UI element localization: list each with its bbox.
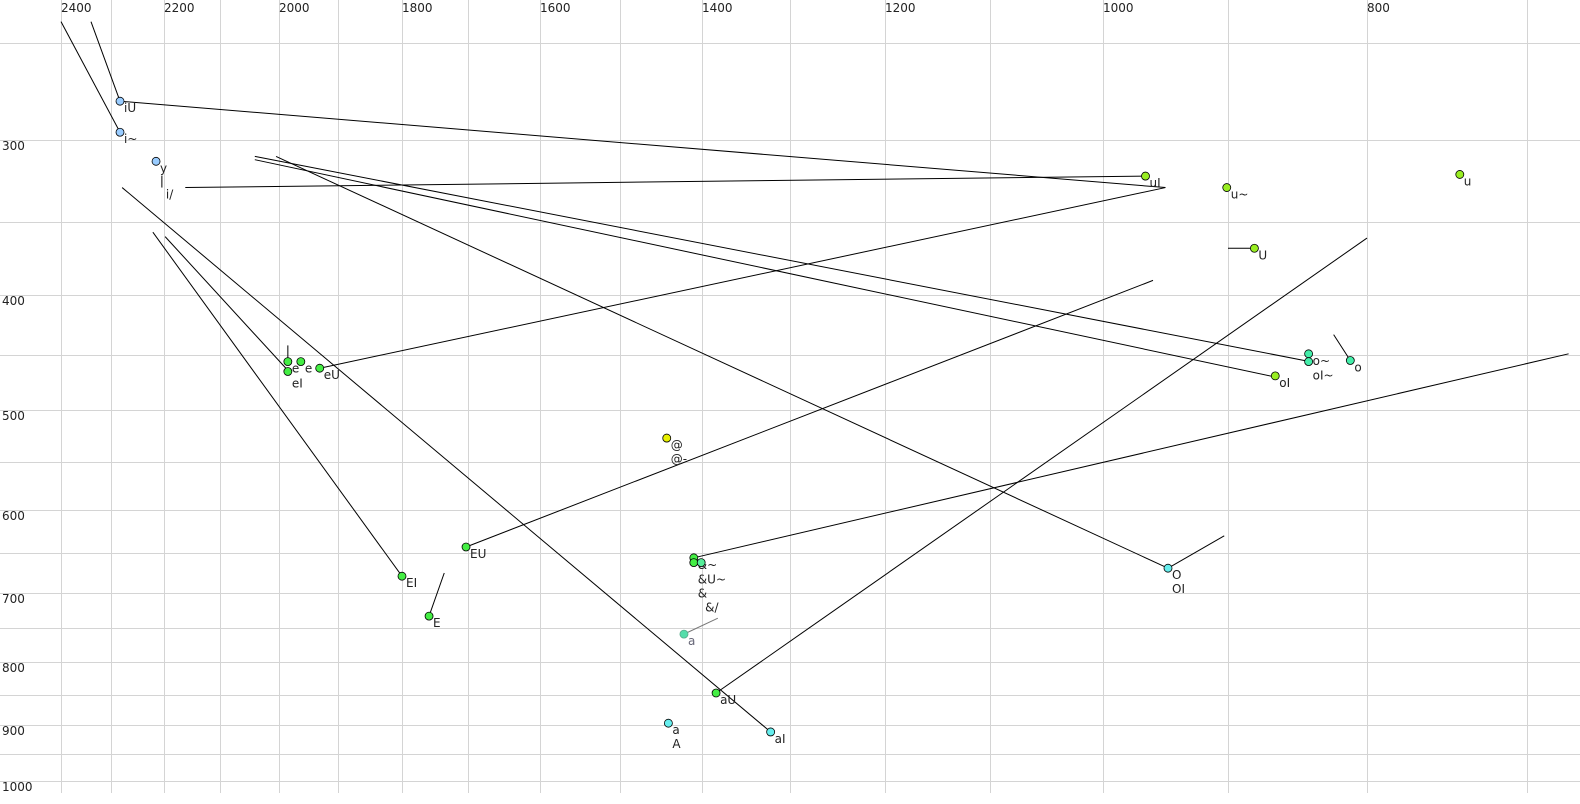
point-label: @	[671, 438, 683, 452]
trajectory-line	[90, 21, 121, 102]
point-label: &U~	[698, 573, 726, 587]
trajectory-line	[185, 175, 1146, 189]
trajectory-line	[319, 187, 1166, 369]
point-label: OI	[1172, 582, 1185, 596]
data-point	[1141, 171, 1150, 181]
data-point	[283, 357, 293, 367]
trajectory-line	[254, 159, 1276, 378]
y-tick-label: 600	[2, 509, 25, 523]
point-label: a	[688, 634, 695, 648]
point-label: O	[1172, 568, 1181, 582]
y-tick-label: 400	[2, 294, 25, 308]
trajectory-line	[715, 237, 1368, 694]
point-label: &/	[705, 601, 719, 615]
trajectory-line	[1333, 334, 1351, 361]
data-point	[1304, 357, 1314, 367]
trajectory-line	[1167, 535, 1225, 569]
point-label: @-	[671, 452, 687, 466]
data-point	[679, 629, 689, 639]
point-label: iU	[124, 101, 136, 115]
data-point	[766, 727, 776, 737]
data-point	[689, 558, 699, 567]
data-point	[424, 611, 434, 621]
trajectory-line	[465, 279, 1154, 548]
point-label: aU	[720, 693, 736, 707]
data-point	[1455, 170, 1465, 179]
point-label: y	[160, 161, 167, 175]
point-label: uI	[1150, 176, 1161, 190]
y-tick-label: 300	[2, 139, 25, 153]
point-label: U	[1258, 248, 1267, 262]
trajectory-line	[254, 155, 1311, 363]
y-tick-label: 900	[2, 724, 25, 738]
point-label: EU	[470, 547, 486, 561]
data-point	[1304, 349, 1314, 359]
point-label: &	[698, 587, 707, 601]
trajectory-line	[152, 231, 403, 577]
data-point	[296, 357, 306, 367]
trajectory-line	[275, 155, 1169, 569]
y-tick-label: 700	[2, 592, 25, 606]
trajectory-line	[119, 100, 1166, 189]
point-label: u	[1464, 174, 1472, 188]
data-point	[1345, 356, 1355, 365]
point-label: i/	[166, 188, 174, 202]
point-label: eI	[292, 377, 303, 391]
x-tick-label: 1000	[1103, 1, 1134, 15]
point-label: aI	[775, 732, 786, 746]
data-point	[115, 96, 125, 106]
point-label: oI~	[1313, 369, 1334, 383]
point-label: i~	[124, 132, 137, 146]
trajectory-line	[164, 236, 289, 371]
trajectory-line	[428, 572, 445, 617]
x-tick-label: 1200	[885, 1, 916, 15]
trajectory-line	[693, 353, 1569, 559]
x-tick-label: 1800	[402, 1, 433, 15]
trajectory-line	[121, 187, 771, 733]
x-tick-label: 2400	[61, 1, 92, 15]
data-point	[1163, 563, 1173, 573]
point-label: a	[672, 723, 679, 737]
data-point	[461, 542, 471, 552]
data-point	[1250, 243, 1259, 253]
point-label: e	[292, 362, 299, 376]
y-tick-label: 800	[2, 661, 25, 675]
point-label: oI	[1279, 376, 1290, 390]
point-label: o	[1354, 361, 1361, 375]
data-point	[1222, 183, 1232, 192]
x-tick-label: 2200	[164, 1, 195, 15]
x-axis-tick-labels: 2400 2200 2000 1800 1600 1400 1200 1000 800	[61, 1, 1390, 15]
data-point	[662, 433, 672, 443]
y-axis-tick-labels: 300 400 500 600 700 800 900 1000	[2, 139, 33, 794]
x-tick-label: 1600	[540, 1, 571, 15]
point-label: u~	[1231, 188, 1249, 202]
point-label: E	[433, 616, 441, 630]
point-label: eU	[324, 368, 340, 382]
data-point	[115, 127, 125, 137]
x-tick-label: 2000	[279, 1, 310, 15]
trajectory-line	[683, 617, 719, 635]
data-point	[283, 367, 293, 376]
point-label: e	[305, 362, 312, 376]
point-label: EI	[406, 576, 417, 590]
y-tick-label: 1000	[2, 780, 33, 794]
data-point	[315, 363, 325, 373]
data-point	[1270, 371, 1280, 381]
x-tick-label: 800	[1367, 1, 1390, 15]
data-point	[151, 156, 161, 166]
point-label: o~	[1313, 354, 1330, 368]
data-point	[696, 558, 706, 567]
x-tick-label: 1400	[702, 1, 733, 15]
trajectories	[60, 21, 1569, 733]
data-point	[663, 718, 673, 728]
y-tick-label: 500	[2, 409, 25, 423]
point-label: A	[672, 737, 681, 751]
trajectory-line	[60, 21, 121, 133]
data-point	[711, 688, 721, 698]
data-point	[397, 571, 407, 581]
